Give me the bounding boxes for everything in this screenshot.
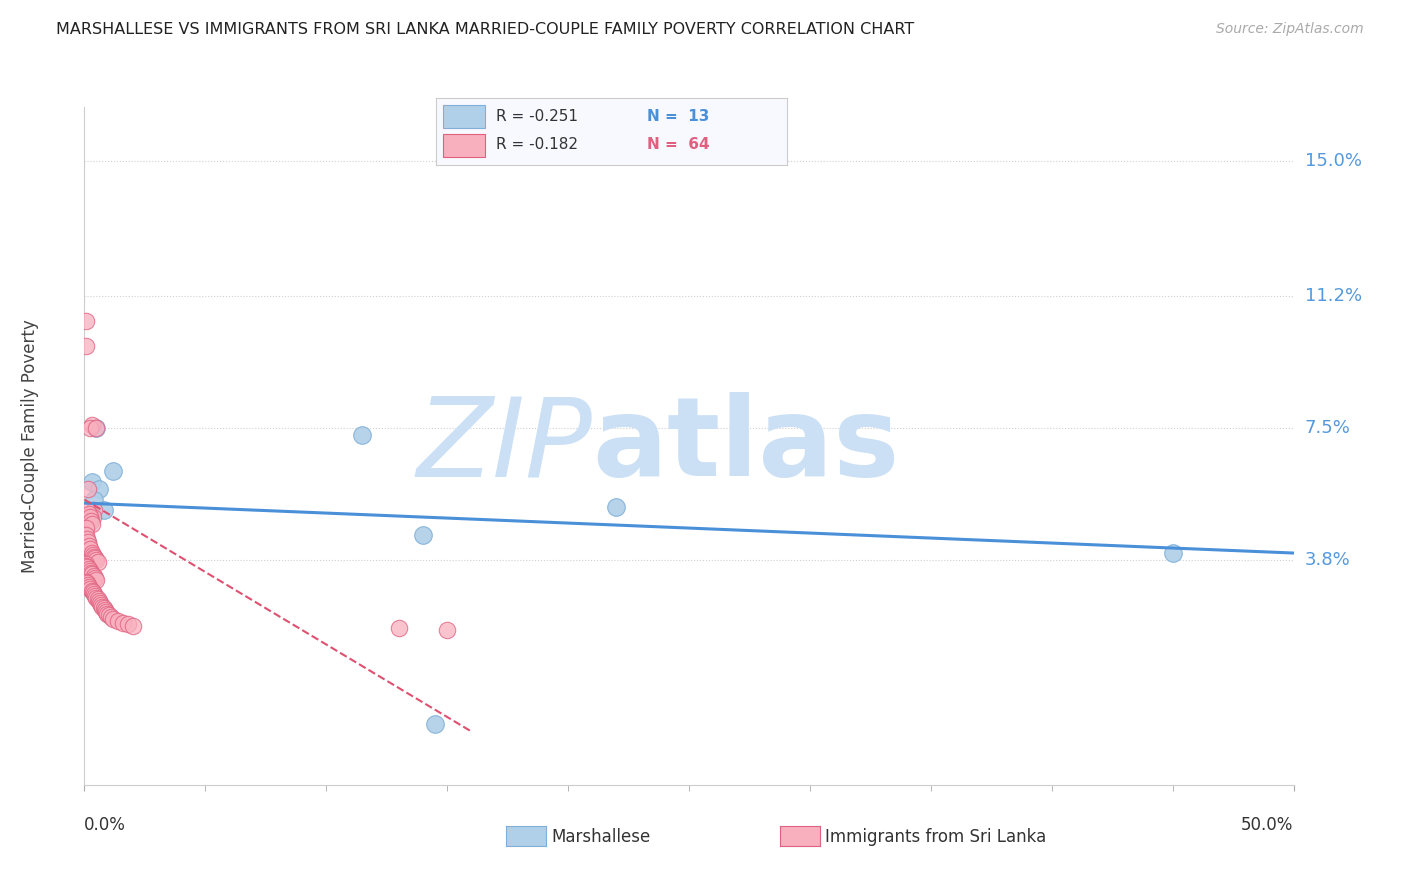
- Point: [77, 507, 100, 521]
- Point: [80, 583, 103, 598]
- Point: [76, 532, 98, 546]
- Point: [87, 482, 110, 496]
- Point: [75, 339, 97, 353]
- Point: [423, 717, 446, 731]
- Text: 7.5%: 7.5%: [1305, 419, 1351, 437]
- Point: [79, 510, 101, 524]
- Point: [79, 564, 101, 578]
- Point: [87, 594, 110, 608]
- Text: Marshallese: Marshallese: [551, 828, 651, 846]
- Point: [112, 615, 135, 630]
- Point: [80, 546, 103, 560]
- Point: [75, 528, 97, 542]
- Point: [89, 596, 111, 610]
- Point: [352, 428, 374, 442]
- Point: [76, 576, 98, 591]
- Text: ZIP: ZIP: [416, 392, 592, 500]
- Point: [117, 617, 139, 632]
- Point: [86, 592, 108, 607]
- Text: Married-Couple Family Poverty: Married-Couple Family Poverty: [21, 319, 39, 573]
- Bar: [443, 105, 485, 128]
- Point: [97, 608, 120, 623]
- Text: 15.0%: 15.0%: [1305, 152, 1361, 169]
- Point: [79, 421, 101, 435]
- Text: R = -0.182: R = -0.182: [496, 137, 578, 153]
- Point: [77, 562, 100, 576]
- Point: [96, 607, 118, 621]
- Text: R = -0.251: R = -0.251: [496, 110, 578, 124]
- Point: [77, 510, 100, 524]
- Text: atlas: atlas: [592, 392, 900, 500]
- Text: 11.2%: 11.2%: [1305, 287, 1362, 305]
- Point: [83, 492, 105, 507]
- Point: [77, 578, 100, 592]
- Point: [107, 614, 129, 628]
- Text: 50.0%: 50.0%: [1241, 815, 1294, 833]
- Point: [76, 503, 98, 517]
- Point: [100, 610, 122, 624]
- Point: [83, 503, 105, 517]
- Text: Immigrants from Sri Lanka: Immigrants from Sri Lanka: [825, 828, 1046, 846]
- Text: 0.0%: 0.0%: [84, 815, 127, 833]
- Point: [1161, 546, 1184, 560]
- Point: [93, 601, 115, 615]
- Point: [84, 573, 107, 587]
- Point: [75, 314, 97, 328]
- Point: [83, 587, 105, 601]
- Point: [86, 591, 108, 605]
- Point: [93, 503, 115, 517]
- Point: [605, 500, 627, 514]
- Point: [75, 558, 97, 573]
- Text: MARSHALLESE VS IMMIGRANTS FROM SRI LANKA MARRIED-COUPLE FAMILY POVERTY CORRELATI: MARSHALLESE VS IMMIGRANTS FROM SRI LANKA…: [56, 22, 914, 37]
- Point: [76, 560, 98, 574]
- Point: [94, 603, 117, 617]
- Point: [388, 621, 411, 635]
- Point: [84, 589, 107, 603]
- Point: [77, 535, 100, 549]
- Point: [76, 535, 98, 549]
- Point: [83, 569, 105, 583]
- Text: N =  64: N = 64: [647, 137, 710, 153]
- Point: [80, 475, 103, 489]
- Point: [83, 571, 105, 585]
- Point: [79, 582, 101, 596]
- Point: [77, 482, 100, 496]
- Point: [86, 553, 108, 567]
- Text: 3.8%: 3.8%: [1305, 551, 1350, 569]
- Text: N =  13: N = 13: [647, 110, 709, 124]
- Point: [121, 619, 143, 633]
- Point: [103, 612, 125, 626]
- Point: [83, 549, 105, 564]
- Point: [82, 517, 104, 532]
- Point: [75, 557, 97, 571]
- Point: [82, 510, 104, 524]
- Text: Source: ZipAtlas.com: Source: ZipAtlas.com: [1216, 22, 1364, 37]
- Point: [86, 421, 108, 435]
- Point: [75, 521, 97, 535]
- Point: [82, 567, 104, 582]
- Point: [80, 417, 103, 432]
- Point: [79, 542, 101, 557]
- Point: [86, 555, 108, 569]
- Point: [91, 599, 114, 614]
- Point: [90, 598, 112, 612]
- Point: [412, 528, 434, 542]
- Point: [86, 421, 108, 435]
- Point: [94, 605, 117, 619]
- Point: [77, 580, 100, 594]
- Point: [436, 623, 458, 637]
- Point: [75, 574, 97, 589]
- Point: [82, 548, 104, 562]
- Point: [76, 510, 98, 524]
- Point: [84, 551, 107, 566]
- Point: [82, 585, 104, 599]
- Point: [77, 539, 100, 553]
- Bar: [443, 134, 485, 157]
- Point: [80, 514, 103, 528]
- Point: [80, 566, 103, 580]
- Point: [103, 464, 125, 478]
